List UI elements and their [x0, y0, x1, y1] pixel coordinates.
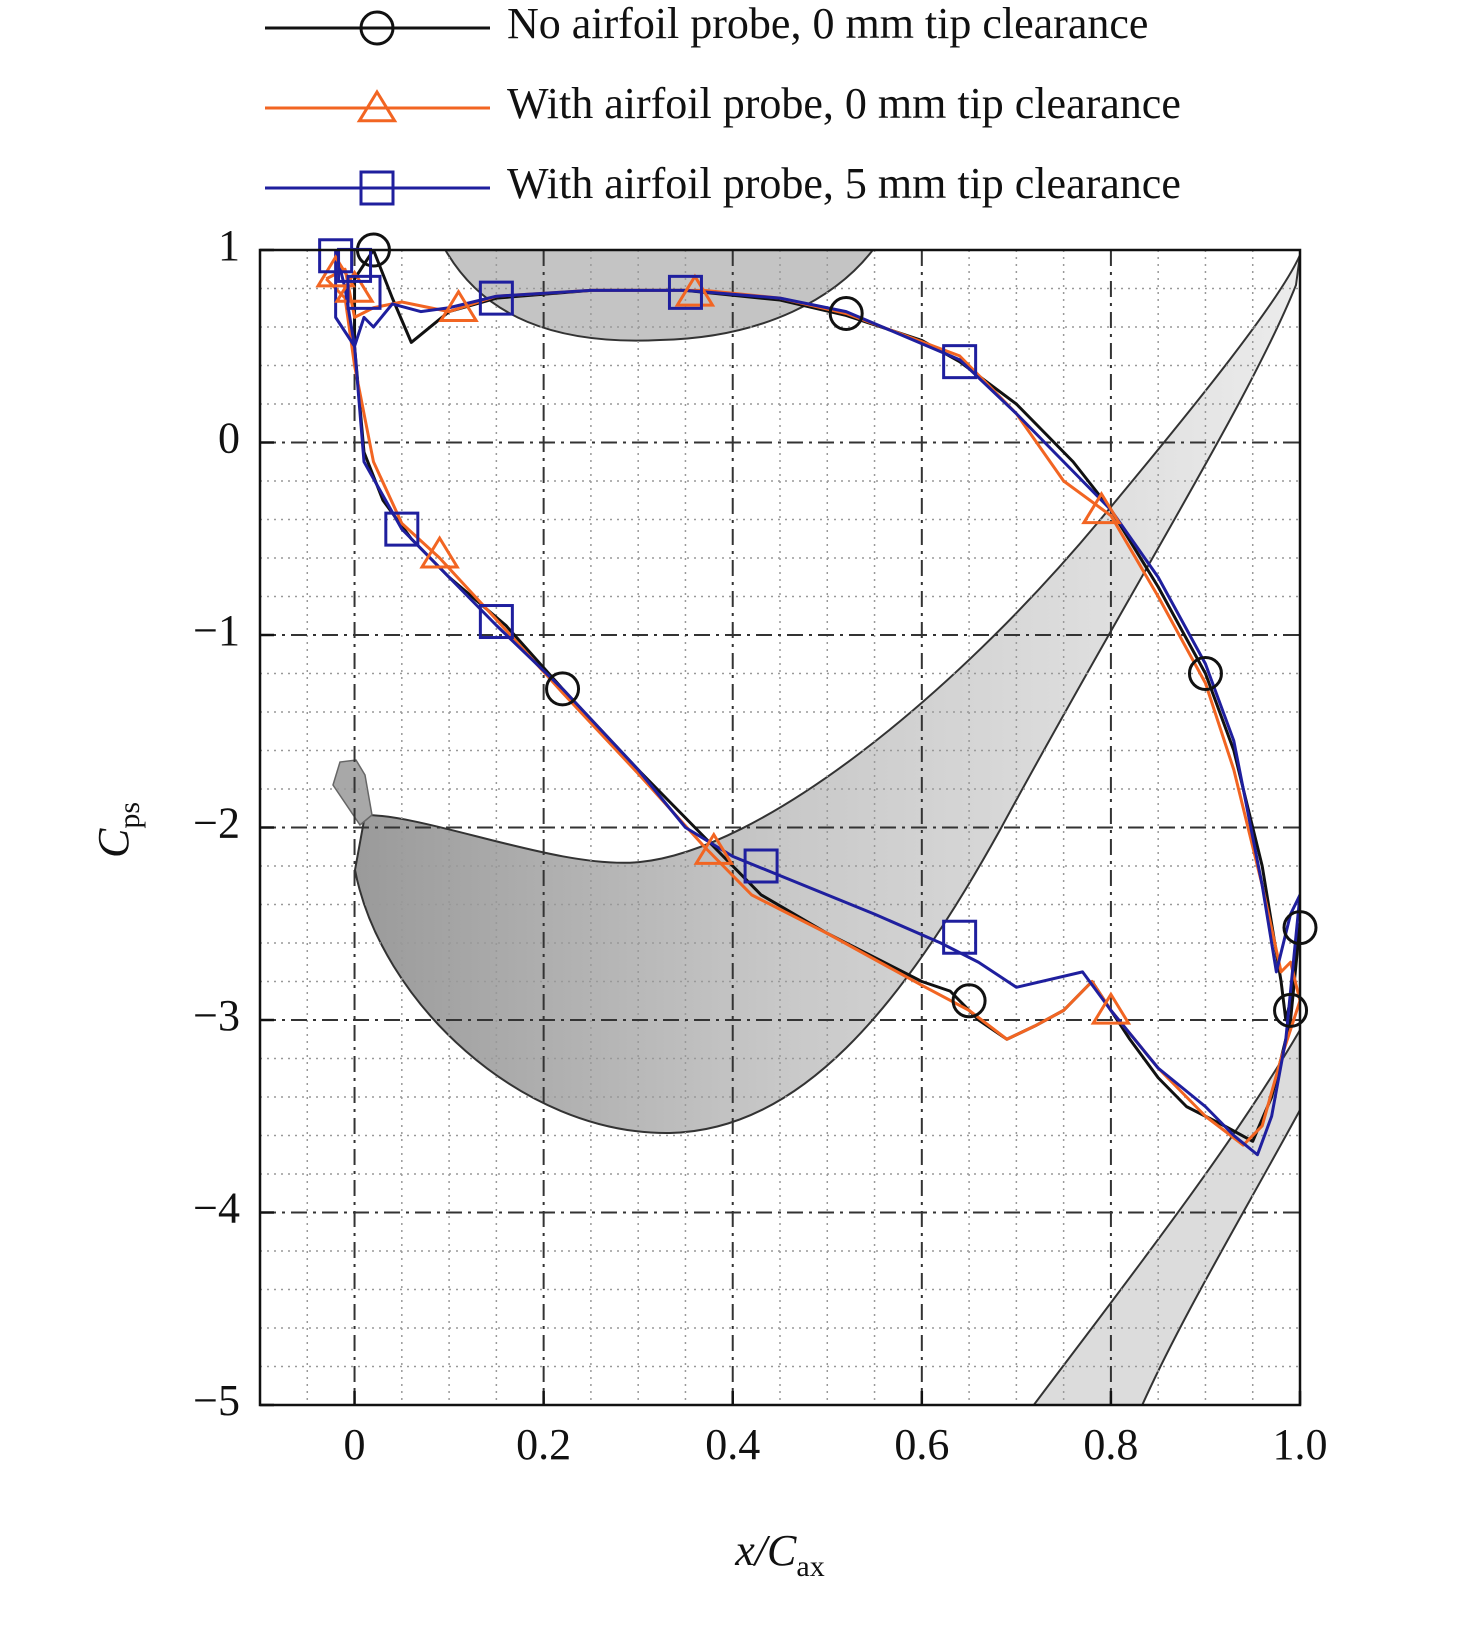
legend-label: No airfoil probe, 0 mm tip clearance	[507, 0, 1148, 48]
series-line	[334, 250, 1300, 1157]
x-tick-label: 0	[344, 1420, 366, 1469]
marker	[1273, 992, 1309, 1028]
x-tick-label: 0.2	[516, 1420, 571, 1469]
y-tick-label: −2	[193, 799, 240, 848]
y-tick-label: −3	[193, 991, 240, 1040]
x-axis-label: x/Cax	[734, 1526, 824, 1583]
marker	[743, 848, 779, 884]
marker	[419, 535, 460, 569]
marker	[438, 288, 479, 323]
marker	[667, 274, 703, 310]
markers	[315, 232, 1318, 1028]
marker	[346, 274, 382, 310]
y-axis-label-sub: ps	[113, 802, 146, 829]
marker	[951, 983, 987, 1019]
y-tick-label: −5	[193, 1376, 240, 1425]
marker	[545, 671, 581, 707]
series-lines	[325, 250, 1300, 1157]
marker	[384, 511, 420, 547]
marker	[942, 344, 978, 380]
y-tick-label: −4	[193, 1184, 240, 1233]
grid	[260, 249, 1301, 1406]
marker	[359, 170, 395, 206]
y-tick-label: 1	[218, 221, 240, 270]
x-tick-label: 0.4	[705, 1420, 760, 1469]
legend: No airfoil probe, 0 mm tip clearance With…	[265, 0, 1181, 208]
marker	[942, 919, 978, 955]
legend-label: With airfoil probe, 5 mm tip clearance	[507, 159, 1181, 208]
marker	[674, 273, 716, 307]
y-tick-label: −1	[193, 606, 240, 655]
y-axis-label: Cps	[89, 802, 146, 858]
middle-blade	[353, 254, 1300, 1135]
marker	[1081, 490, 1122, 525]
blade-background	[332, 250, 1300, 1405]
x-tick-label: 0.6	[894, 1420, 949, 1469]
x-tick-label: 1.0	[1273, 1420, 1328, 1469]
x-axis-label-sub: ax	[796, 1550, 824, 1583]
probe	[332, 759, 373, 827]
y-axis-label-main: C	[89, 828, 138, 858]
marker	[334, 269, 375, 303]
legend-label: With airfoil probe, 0 mm tip clearance	[507, 79, 1181, 128]
marker	[478, 280, 514, 316]
y-tick-label: 0	[218, 414, 240, 463]
lower-blade	[1032, 1028, 1300, 1405]
marker	[359, 10, 395, 46]
marker	[1187, 656, 1223, 691]
marker	[693, 831, 735, 865]
marker	[318, 238, 354, 274]
x-tick-label: 0.8	[1083, 1420, 1138, 1469]
marker	[356, 89, 398, 123]
marker	[1090, 991, 1132, 1025]
marker	[478, 604, 514, 640]
axes: 0 0.2 0.4 0.6 0.8 1.0 1 0 −1 −2 −3 −4 −5	[193, 221, 1327, 1469]
x-axis-label-main: x/C	[734, 1526, 797, 1575]
marker	[828, 296, 864, 332]
